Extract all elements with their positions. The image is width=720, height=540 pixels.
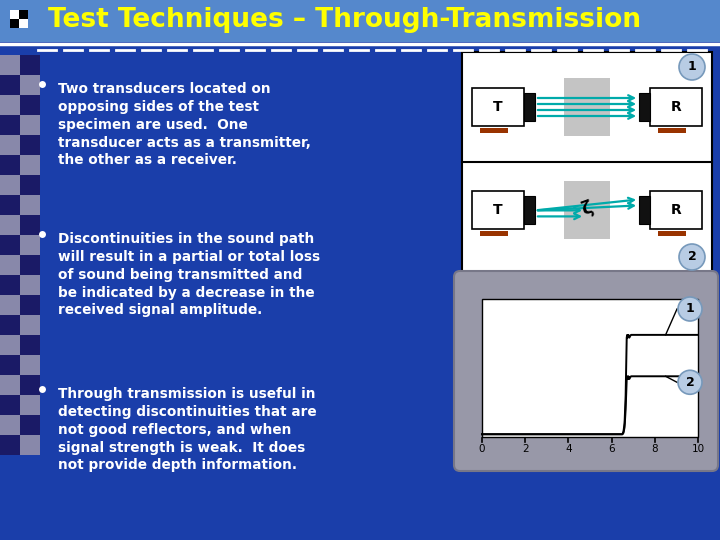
Bar xyxy=(20,75,40,95)
Bar xyxy=(19,19,28,28)
FancyBboxPatch shape xyxy=(454,271,718,471)
Bar xyxy=(472,88,524,126)
Bar xyxy=(639,197,650,225)
Bar xyxy=(0,95,20,115)
Text: 1: 1 xyxy=(685,302,694,315)
Bar xyxy=(524,197,535,225)
Bar xyxy=(0,295,20,315)
Text: ζ: ζ xyxy=(579,198,595,219)
Bar xyxy=(658,128,686,133)
Bar xyxy=(0,335,20,355)
Text: 2: 2 xyxy=(522,444,528,454)
Bar xyxy=(20,375,40,395)
Bar xyxy=(20,315,40,335)
Bar xyxy=(20,435,40,455)
Bar xyxy=(564,78,610,136)
Bar xyxy=(0,55,20,75)
Text: R: R xyxy=(670,204,681,218)
Bar xyxy=(19,10,28,19)
Bar xyxy=(564,181,610,239)
Bar xyxy=(20,95,40,115)
Bar xyxy=(0,115,20,135)
Bar xyxy=(0,275,20,295)
Bar xyxy=(20,135,40,155)
Text: Two transducers located on
opposing sides of the test
specimen are used.  One
tr: Two transducers located on opposing side… xyxy=(58,82,311,167)
Bar xyxy=(20,395,40,415)
Bar xyxy=(20,295,40,315)
Bar xyxy=(0,355,20,375)
Bar xyxy=(0,215,20,235)
Bar xyxy=(0,375,20,395)
Circle shape xyxy=(679,244,705,270)
Bar xyxy=(0,135,20,155)
Bar xyxy=(482,299,698,437)
Bar xyxy=(650,191,702,230)
Bar xyxy=(20,215,40,235)
Bar xyxy=(20,55,40,75)
Bar xyxy=(0,175,20,195)
Text: 4: 4 xyxy=(565,444,572,454)
Bar xyxy=(20,195,40,215)
Text: 2: 2 xyxy=(685,376,694,389)
Bar xyxy=(480,128,508,133)
Bar xyxy=(0,155,20,175)
Bar xyxy=(20,335,40,355)
Circle shape xyxy=(678,297,702,321)
Text: Through transmission is useful in
detecting discontinuities that are
not good re: Through transmission is useful in detect… xyxy=(58,387,317,472)
Bar xyxy=(20,415,40,435)
Circle shape xyxy=(678,370,702,394)
Bar xyxy=(20,355,40,375)
Bar xyxy=(524,93,535,121)
Text: 6: 6 xyxy=(608,444,615,454)
Bar xyxy=(0,435,20,455)
Bar xyxy=(20,175,40,195)
Bar xyxy=(650,88,702,126)
Text: R: R xyxy=(670,100,681,114)
Text: 0: 0 xyxy=(479,444,485,454)
Bar xyxy=(480,232,508,237)
Text: 10: 10 xyxy=(691,444,705,454)
Bar xyxy=(639,93,650,121)
Bar xyxy=(20,275,40,295)
Text: T: T xyxy=(493,100,503,114)
Text: 1: 1 xyxy=(688,60,696,73)
Bar xyxy=(0,0,720,42)
Bar xyxy=(472,191,524,230)
Bar xyxy=(0,315,20,335)
Bar xyxy=(10,10,19,19)
Bar xyxy=(658,232,686,237)
Bar xyxy=(462,52,712,272)
Bar xyxy=(10,19,19,28)
Bar xyxy=(0,255,20,275)
Bar xyxy=(20,155,40,175)
Text: Test Techniques – Through-Transmission: Test Techniques – Through-Transmission xyxy=(48,7,641,33)
Text: 8: 8 xyxy=(652,444,658,454)
Text: 2: 2 xyxy=(688,251,696,264)
Bar xyxy=(20,255,40,275)
Text: T: T xyxy=(493,204,503,218)
Bar xyxy=(0,415,20,435)
Bar xyxy=(0,235,20,255)
Bar xyxy=(20,115,40,135)
Bar xyxy=(20,235,40,255)
Text: Discontinuities in the sound path
will result in a partial or total loss
of soun: Discontinuities in the sound path will r… xyxy=(58,232,320,318)
Bar xyxy=(0,395,20,415)
Bar xyxy=(0,75,20,95)
Circle shape xyxy=(679,54,705,80)
Bar xyxy=(0,195,20,215)
